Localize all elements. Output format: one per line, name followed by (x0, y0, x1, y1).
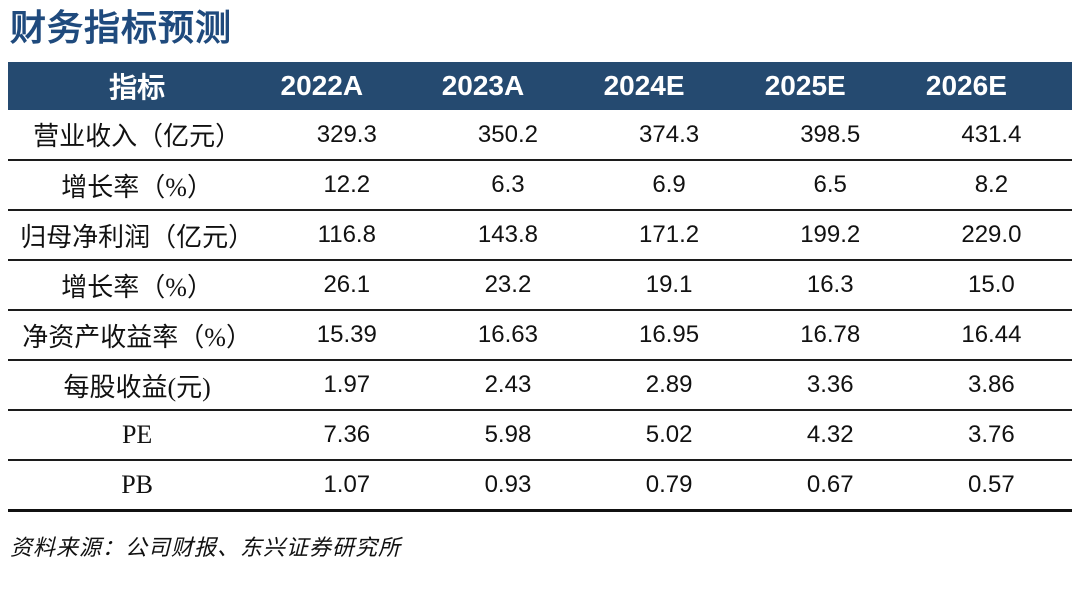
table-cell: 16.44 (910, 310, 1072, 361)
table-cell: 199.2 (749, 210, 911, 261)
table-cell: 0.57 (910, 460, 1072, 512)
table-cell: 5.98 (427, 410, 589, 461)
table-cell: 374.3 (588, 110, 750, 161)
table-cell: 15.0 (910, 260, 1072, 311)
table-cell: 143.8 (427, 210, 589, 261)
column-header-2026e: 2026E (910, 62, 1072, 110)
table-cell: 3.36 (749, 360, 911, 411)
table-cell: 16.95 (588, 310, 750, 361)
row-label: 增长率（%） (8, 160, 267, 211)
row-label: 净资产收益率（%） (8, 310, 267, 361)
table-cell: 431.4 (910, 110, 1072, 161)
table-cell: 398.5 (749, 110, 911, 161)
row-label: 每股收益(元) (8, 360, 267, 411)
table-cell: 26.1 (266, 260, 428, 311)
column-header-2023a: 2023A (427, 62, 589, 110)
table-cell: 171.2 (588, 210, 750, 261)
table-cell: 15.39 (266, 310, 428, 361)
data-source-note: 资料来源：公司财报、东兴证券研究所 (10, 534, 402, 560)
table-cell: 7.36 (266, 410, 428, 461)
table-cell: 5.02 (588, 410, 750, 461)
row-label: PE (8, 410, 267, 461)
table-cell: 3.86 (910, 360, 1072, 411)
table-row-pe: PE 7.36 5.98 5.02 4.32 3.76 (8, 410, 1072, 461)
column-header-metric: 指标 (8, 62, 267, 110)
column-header-2025e: 2025E (749, 62, 911, 110)
table-cell: 6.9 (588, 160, 750, 211)
table-cell: 19.1 (588, 260, 750, 311)
row-label: 营业收入（亿元） (8, 110, 267, 161)
table-cell: 6.3 (427, 160, 589, 211)
table-cell: 6.5 (749, 160, 911, 211)
table-cell: 0.93 (427, 460, 589, 512)
report-page: 财务指标预测 指标 2022A 2023A 2024E 2025E 2026E … (0, 8, 1080, 600)
table-header-row: 指标 2022A 2023A 2024E 2025E 2026E (8, 62, 1072, 110)
column-header-2022a: 2022A (266, 62, 428, 110)
table-cell: 23.2 (427, 260, 589, 311)
row-label: PB (8, 460, 267, 512)
table-cell: 16.3 (749, 260, 911, 311)
page-title: 财务指标预测 (10, 7, 233, 48)
table-cell: 3.76 (910, 410, 1072, 461)
table-cell: 329.3 (266, 110, 428, 161)
column-header-2024e: 2024E (588, 62, 750, 110)
table-cell: 1.97 (266, 360, 428, 411)
table-cell: 12.2 (266, 160, 428, 211)
table-row-revenue-growth: 增长率（%） 12.2 6.3 6.9 6.5 8.2 (8, 160, 1072, 211)
table-cell: 116.8 (266, 210, 428, 261)
table-cell: 350.2 (427, 110, 589, 161)
table-row-profit-growth: 增长率（%） 26.1 23.2 19.1 16.3 15.0 (8, 260, 1072, 311)
table-row-eps: 每股收益(元) 1.97 2.43 2.89 3.36 3.86 (8, 360, 1072, 411)
table-cell: 8.2 (910, 160, 1072, 211)
table-cell: 16.78 (749, 310, 911, 361)
table-cell: 16.63 (427, 310, 589, 361)
row-label: 归母净利润（亿元） (8, 210, 267, 261)
table-cell: 0.67 (749, 460, 911, 512)
table-cell: 0.79 (588, 460, 750, 512)
table-cell: 2.43 (427, 360, 589, 411)
table-row-pb: PB 1.07 0.93 0.79 0.67 0.57 (8, 460, 1072, 512)
table-cell: 229.0 (910, 210, 1072, 261)
table-cell: 1.07 (266, 460, 428, 512)
financial-forecast-table: 指标 2022A 2023A 2024E 2025E 2026E 营业收入（亿元… (8, 62, 1072, 512)
table-row-revenue: 营业收入（亿元） 329.3 350.2 374.3 398.5 431.4 (8, 110, 1072, 161)
table-row-net-profit: 归母净利润（亿元） 116.8 143.8 171.2 199.2 229.0 (8, 210, 1072, 261)
row-label: 增长率（%） (8, 260, 267, 311)
table-row-roe: 净资产收益率（%） 15.39 16.63 16.95 16.78 16.44 (8, 310, 1072, 361)
table-cell: 4.32 (749, 410, 911, 461)
table-cell: 2.89 (588, 360, 750, 411)
